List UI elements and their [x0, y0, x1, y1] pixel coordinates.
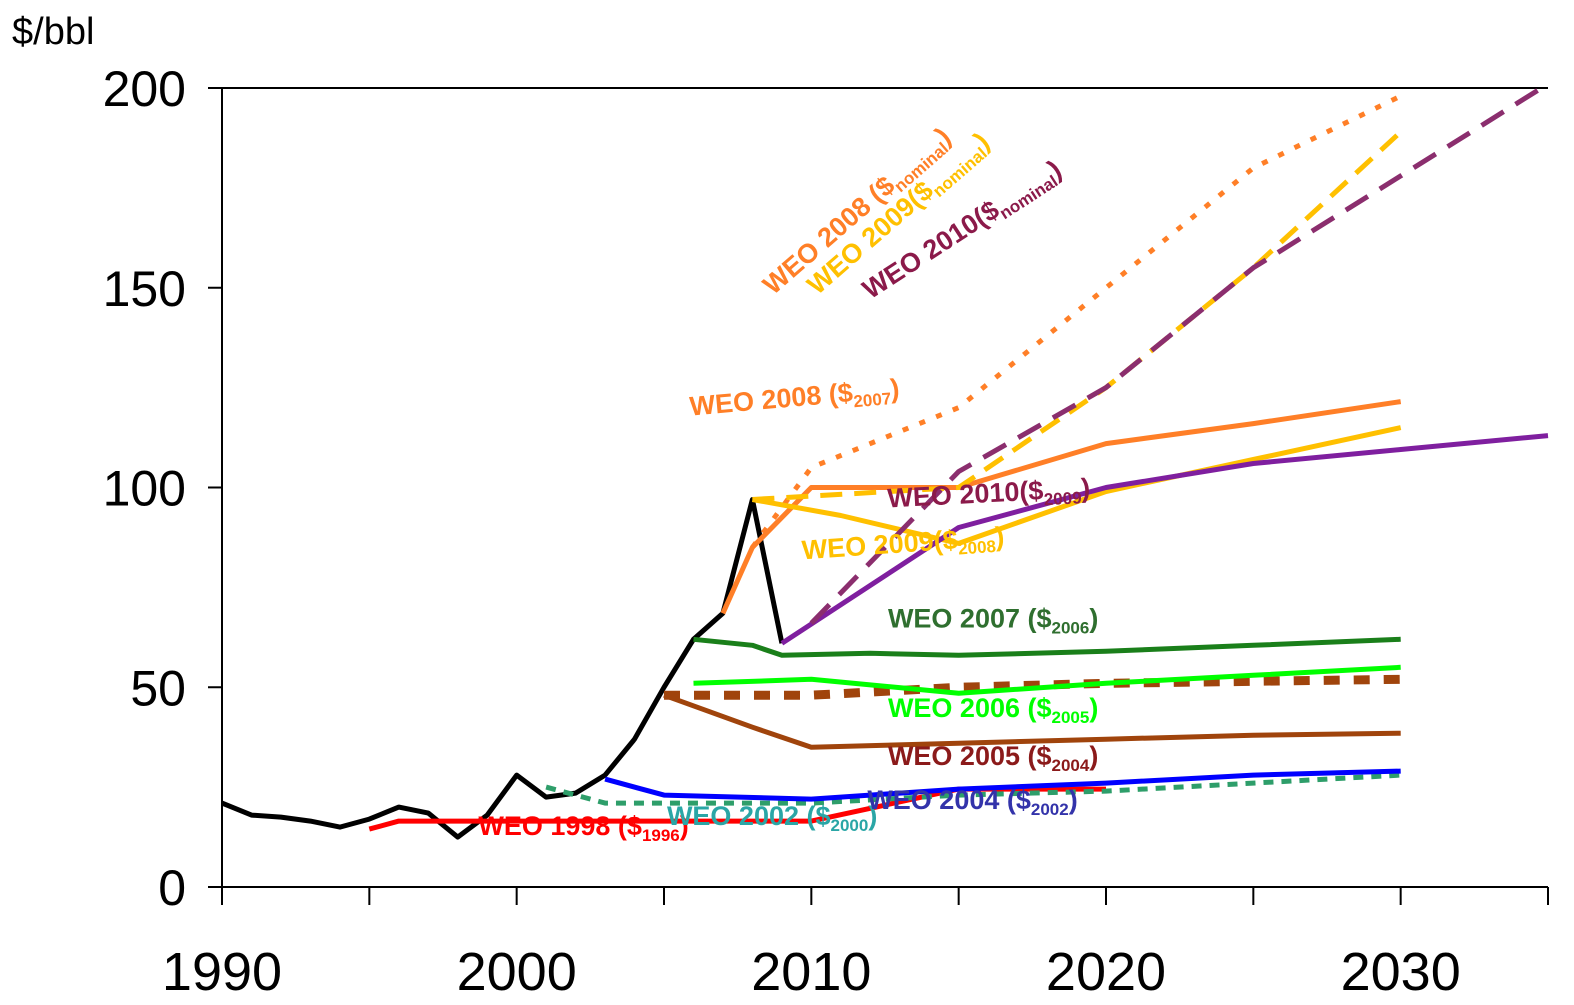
series-line-3: [604, 768, 1401, 802]
x-tick-label: 2020: [1046, 942, 1166, 1002]
series-label-text: WEO 2005 ($: [888, 741, 1052, 771]
series-label-close: ): [889, 373, 901, 404]
y-tick-label: 0: [158, 860, 186, 916]
series-label-text: WEO 2009($: [801, 525, 959, 566]
series-label-subscript: 2006: [1052, 618, 1090, 637]
series-line-12: [780, 433, 1549, 646]
series-line-9: [750, 93, 1402, 549]
series-label-7: WEO 2007 ($2006): [888, 603, 1098, 637]
x-tick-label: 2000: [457, 942, 577, 1002]
series-label-subscript: 2008: [958, 537, 997, 559]
series-label-text: WEO 2002 ($: [667, 801, 831, 831]
y-tick-label: 200: [103, 61, 186, 117]
series-label-subscript: 2002: [1031, 800, 1069, 819]
series-label-close: ): [1080, 473, 1091, 503]
series-line-5: [664, 674, 1401, 700]
series-label-subscript: 2000: [831, 816, 869, 835]
y-tick-label: 150: [103, 261, 186, 317]
series-label-subscript: 1996: [642, 826, 680, 845]
series-line-4: [663, 692, 1401, 750]
series-label-8: WEO 2008 ($2007): [688, 373, 901, 425]
series-label-text: WEO 2006 ($: [888, 693, 1052, 723]
series-label-close: ): [994, 521, 1005, 552]
series-label-6: WEO 2006 ($2005): [888, 693, 1098, 727]
series-label-close: ): [1089, 693, 1098, 723]
series-label-close: ): [1069, 785, 1078, 815]
series-label-text: WEO 2004 ($: [867, 785, 1031, 815]
series-label-text: WEO 1998 ($: [478, 811, 642, 841]
series-label-text: WEO 2008 ($: [688, 377, 854, 421]
series-line-6: [693, 664, 1401, 696]
y-tick-label: 100: [103, 461, 186, 517]
series-label-subscript: nominal: [996, 172, 1061, 223]
x-tick-label: 2030: [1341, 942, 1461, 1002]
series-label-4: WEO 2005 ($2004): [888, 741, 1098, 775]
series-line-7: [693, 636, 1401, 658]
series-line-10: [751, 425, 1402, 546]
series-label-subscript: 2009: [1043, 488, 1082, 509]
series-label-close: ): [868, 801, 877, 831]
series-line-11: [752, 130, 1403, 502]
x-tick-label: 1990: [162, 942, 282, 1002]
y-axis-label: $/bbl: [12, 11, 94, 53]
series-line-13: [809, 81, 1550, 626]
series-labels: WEO 1998 ($1996)WEO 2002 ($2000)WEO 2004…: [478, 122, 1098, 845]
series-lines: [221, 81, 1550, 840]
series-label-close: ): [1089, 603, 1098, 633]
series-label-3: WEO 2004 ($2002): [867, 785, 1077, 819]
series-label-12: WEO 2010($2009): [887, 473, 1091, 518]
series-label-1: WEO 1998 ($1996): [478, 811, 688, 845]
series-label-subscript: 2004: [1052, 756, 1090, 775]
x-tick-label: 2010: [751, 942, 871, 1002]
series-label-text: WEO 2007 ($: [888, 603, 1052, 633]
series-label-9: WEO 2008 ($nominal): [757, 122, 959, 304]
series-label-close: ): [1089, 741, 1098, 771]
series-line-0: [221, 497, 785, 840]
series-label-subscript: 2005: [1052, 708, 1090, 727]
series-label-2: WEO 2002 ($2000): [667, 801, 877, 835]
series-label-close: ): [680, 811, 689, 841]
y-tick-label: 50: [130, 660, 186, 716]
axes: 0 50 100 150 200 1990 2000 2010 2020 2030: [103, 61, 1549, 1002]
series-label-text: WEO 2010($: [887, 475, 1044, 513]
series-label-subscript: 2007: [853, 389, 892, 411]
